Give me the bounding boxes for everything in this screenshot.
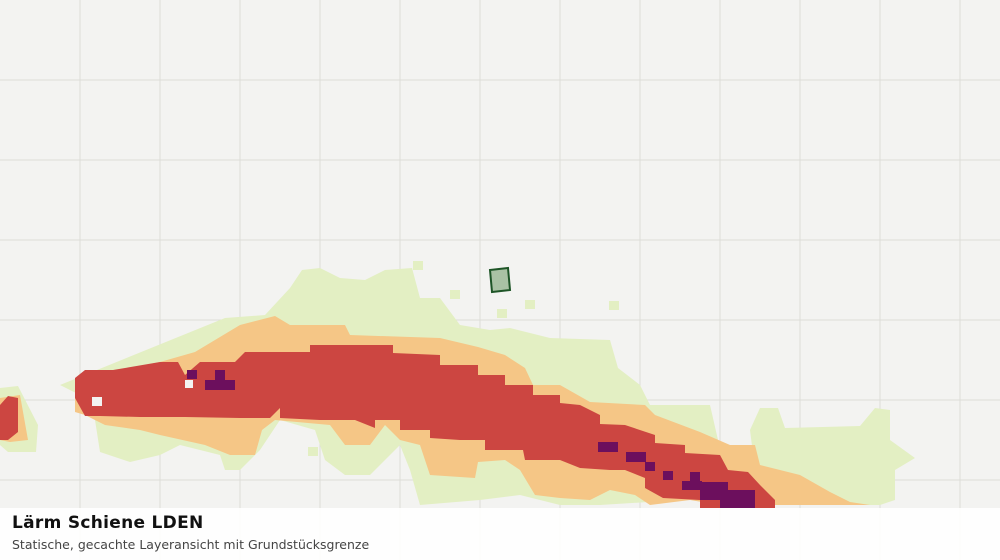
layer-title: Lärm Schiene LDEN bbox=[12, 513, 204, 533]
noise-zone-very-high bbox=[92, 380, 193, 406]
noise-zone-extreme bbox=[187, 370, 755, 508]
noise-zone-high bbox=[0, 345, 775, 508]
parcel-boundary bbox=[488, 266, 512, 294]
layer-subtitle: Statische, gecachte Layeransicht mit Gru… bbox=[12, 537, 370, 552]
info-panel: Lärm Schiene LDEN Statische, gecachte La… bbox=[0, 508, 1000, 560]
